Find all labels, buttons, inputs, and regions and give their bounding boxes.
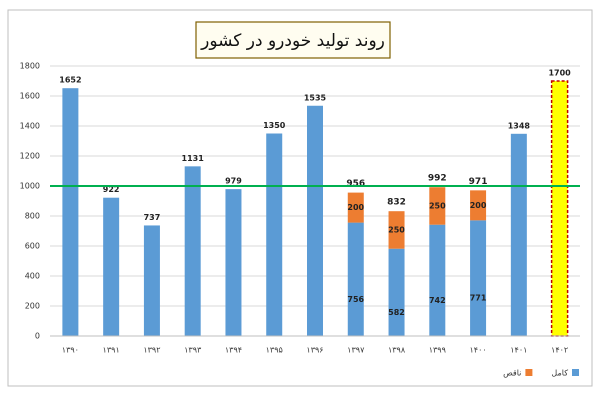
bar-segment [225, 189, 242, 336]
bar-segment [347, 222, 364, 336]
x-tick-label: ۱۳۹۲ [143, 346, 160, 355]
bar-segment [510, 133, 527, 336]
x-tick-label: ۱۳۹۸ [388, 346, 406, 355]
x-tick-label: ۱۴۰۰ [469, 346, 486, 355]
data-label: 1652 [59, 76, 81, 85]
y-tick-label: 600 [25, 242, 40, 251]
bar-segment [550, 80, 569, 337]
data-label: 737 [144, 213, 161, 222]
data-label: 1131 [182, 154, 205, 163]
data-label: 1535 [304, 93, 327, 102]
legend-swatch [525, 369, 533, 376]
y-tick-label: 1800 [20, 62, 40, 71]
bar-segment [470, 190, 487, 221]
x-tick-label: ۱۳۹۹ [429, 346, 446, 355]
bar-segment [184, 166, 201, 336]
total-label: 956 [346, 179, 365, 189]
y-tick-label: 1000 [20, 182, 40, 191]
x-tick-label: ۱۳۹۶ [306, 346, 323, 355]
y-tick-label: 1200 [20, 152, 40, 161]
bar-segment [429, 187, 446, 225]
data-label: 771 [470, 294, 487, 303]
data-label: 1700 [548, 69, 571, 78]
data-label: 922 [103, 185, 120, 194]
y-tick-label: 1400 [20, 122, 40, 131]
data-label: 756 [347, 295, 364, 304]
data-label: 200 [347, 203, 364, 212]
x-tick-label: ۱۳۹۱ [103, 346, 120, 355]
bar-segment [143, 225, 160, 336]
y-tick-label: 1600 [20, 92, 40, 101]
title-box [195, 21, 391, 59]
bar-segment [347, 192, 364, 223]
legend-swatch [572, 369, 579, 376]
x-tick-label: ۱۴۰۲ [551, 346, 568, 355]
data-label: 742 [429, 296, 446, 305]
data-label: 1350 [263, 121, 286, 130]
data-label: 250 [429, 201, 446, 210]
data-label: 979 [225, 177, 242, 186]
total-label: 832 [387, 198, 406, 208]
x-tick-label: ۱۳۹۷ [347, 346, 365, 355]
data-label: 582 [388, 308, 405, 317]
y-tick-label: 200 [25, 302, 40, 311]
bar-segment [266, 133, 283, 336]
data-label: 250 [388, 225, 405, 234]
bar-segment [470, 220, 487, 336]
bar-segment [388, 248, 405, 336]
x-tick-label: ۱۳۹۳ [184, 346, 202, 355]
bar-segment [429, 224, 446, 336]
x-tick-label: ۱۳۹۵ [266, 346, 283, 355]
x-tick-label: ۱۳۹۰ [62, 346, 79, 355]
total-label: 971 [469, 177, 488, 187]
y-tick-label: 800 [25, 212, 40, 221]
bar-segment [62, 88, 79, 336]
legend-label: کامل [551, 369, 568, 378]
y-tick-label: 400 [25, 272, 40, 281]
data-label: 200 [470, 201, 487, 210]
data-label: 1348 [508, 121, 531, 130]
bar-segment [103, 197, 120, 336]
total-label: 992 [428, 174, 447, 184]
x-tick-label: ۱۳۹۴ [225, 346, 242, 355]
y-tick-label: 0 [35, 332, 40, 341]
legend-label: ناقص [503, 369, 521, 378]
bar-segment [388, 211, 405, 249]
bar-segment [307, 105, 323, 336]
chart-title: روند تولید خودرو در کشور [200, 31, 385, 51]
x-tick-label: ۱۴۰۱ [510, 346, 527, 355]
